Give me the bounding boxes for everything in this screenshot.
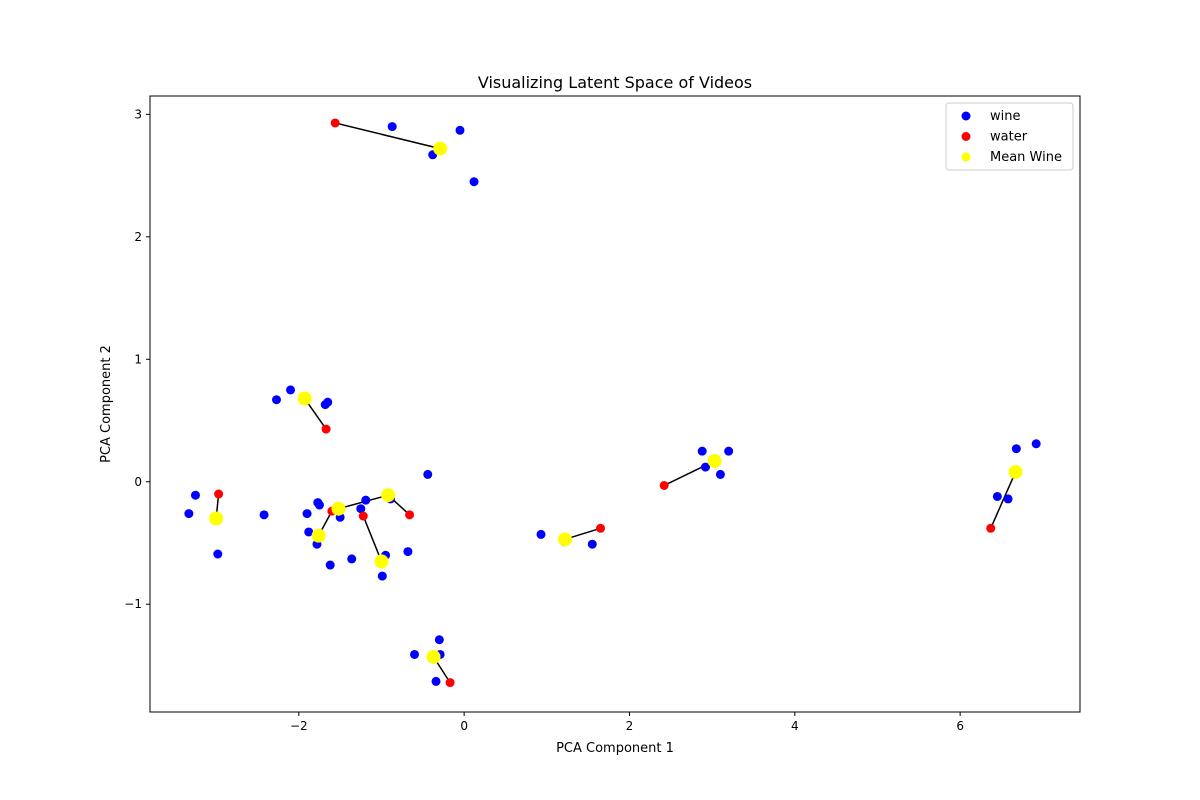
mean-wine-point	[209, 511, 224, 526]
wine-point	[423, 469, 433, 479]
legend-marker-mean-wine	[961, 152, 971, 162]
water-point	[986, 523, 996, 533]
legend-box	[945, 102, 1074, 171]
mean-wine-point	[433, 141, 448, 156]
wine-point	[1011, 444, 1021, 454]
wine-point	[377, 571, 387, 581]
legend-label-mean-wine: Mean Wine	[990, 150, 1062, 165]
wine-point	[410, 649, 420, 659]
x-axis-label: PCA Component 1	[556, 741, 674, 756]
wine-point	[455, 125, 465, 135]
chart-title: Visualizing Latent Space of Videos	[478, 73, 752, 92]
x-tick-label: 0	[460, 719, 468, 733]
wine-point	[213, 549, 223, 559]
mean-wine-point	[331, 501, 346, 516]
y-tick-label: 1	[134, 352, 142, 366]
wine-point	[286, 385, 296, 395]
water-point	[405, 510, 415, 520]
x-tick-label: 4	[791, 719, 799, 733]
connector-lines	[215, 122, 1017, 684]
wine-point	[701, 462, 711, 472]
mean-wine-point	[374, 554, 389, 569]
water-point	[330, 118, 340, 128]
mean-wine-point	[557, 532, 572, 547]
mean-wine-point	[707, 453, 722, 468]
wine-point	[347, 554, 357, 564]
legend-label-wine: wine	[990, 109, 1020, 124]
wine-point	[469, 177, 479, 187]
wine-point	[715, 469, 725, 479]
wine-point	[536, 529, 546, 539]
y-axis-ticks: −1 0 1 2 3	[124, 107, 150, 611]
water-point	[445, 678, 455, 688]
wine-point	[697, 446, 707, 456]
wine-point	[325, 560, 335, 570]
connector-line	[334, 122, 441, 150]
mean-wine-point	[381, 488, 396, 503]
x-tick-label: 2	[626, 719, 634, 733]
wine-point	[1003, 494, 1013, 504]
water-point	[659, 480, 669, 490]
wine-point	[314, 500, 324, 510]
wine-point	[304, 527, 314, 537]
x-tick-label: −2	[290, 719, 308, 733]
connector-line	[362, 515, 383, 562]
wine-point	[259, 510, 269, 520]
y-tick-label: −1	[124, 597, 142, 611]
connector-line	[990, 471, 1017, 529]
plot-area-frame	[149, 95, 1081, 713]
wine-point	[271, 395, 281, 405]
y-tick-label: 0	[134, 475, 142, 489]
wine-point	[587, 539, 597, 549]
legend-label-water: water	[990, 130, 1028, 145]
wine-point	[356, 504, 366, 514]
wine-point	[323, 397, 333, 407]
y-tick-label: 2	[134, 230, 142, 244]
water-point	[214, 489, 224, 499]
legend-marker-water	[961, 132, 971, 141]
wine-point	[403, 547, 413, 557]
water-point	[358, 511, 368, 521]
wine-point	[190, 490, 200, 500]
water-point	[596, 523, 606, 533]
y-tick-label: 3	[134, 107, 142, 121]
wine-point	[992, 491, 1002, 501]
wine-point	[724, 446, 734, 456]
y-axis-label: PCA Component 2	[99, 345, 114, 463]
wine-point	[431, 676, 441, 686]
wine-point	[1031, 439, 1041, 449]
wine-point	[387, 122, 397, 132]
water-point	[321, 424, 331, 434]
wine-point	[361, 495, 371, 505]
mean-wine-point	[311, 528, 326, 543]
wine-point	[302, 509, 312, 519]
data-points	[184, 118, 1041, 688]
mean-wine-point	[297, 391, 312, 406]
legend: wine water Mean Wine	[945, 102, 1074, 171]
legend-marker-wine	[961, 111, 971, 121]
mean-wine-point	[1008, 464, 1023, 479]
x-tick-label: 6	[956, 719, 964, 733]
wine-point	[184, 509, 194, 519]
mean-wine-point	[426, 649, 441, 664]
wine-point	[434, 635, 444, 645]
x-axis-ticks: −2 0 2 4 6	[290, 712, 964, 733]
